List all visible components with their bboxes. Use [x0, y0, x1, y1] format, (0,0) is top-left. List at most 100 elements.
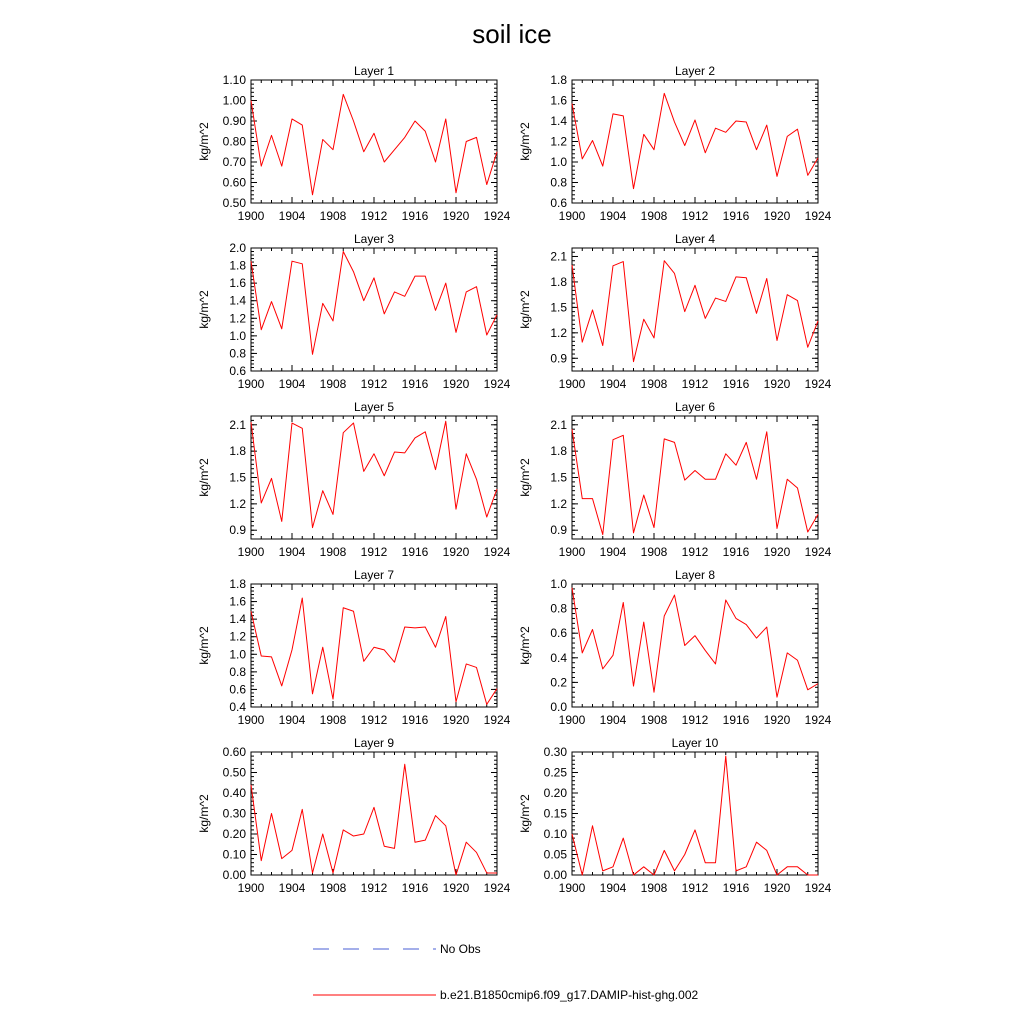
y-tick-label: 1.4 [229, 294, 246, 308]
x-tick-label: 1924 [484, 209, 511, 223]
y-tick-label: 0.25 [544, 766, 568, 780]
y-tick-label: 0.05 [544, 848, 568, 862]
x-tick-label: 1908 [641, 881, 668, 895]
x-tick-label: 1908 [320, 377, 347, 391]
y-tick-label: 0.70 [223, 155, 247, 169]
x-tick-label: 1900 [559, 377, 586, 391]
series-line-model [250, 763, 497, 876]
x-tick-label: 1924 [805, 881, 832, 895]
y-tick-label: 1.0 [229, 329, 246, 343]
x-tick-label: 1924 [484, 377, 511, 391]
y-tick-label: 0.0 [550, 700, 567, 714]
y-tick-label: 0.20 [544, 786, 568, 800]
x-tick-label: 1900 [559, 209, 586, 223]
y-tick-label: 0.15 [544, 807, 568, 821]
y-tick-label: 1.10 [223, 73, 247, 87]
plot-frame [571, 583, 819, 708]
panel-layer-1: Layer 1 kg/m^2 0.50 0.60 0.70 0.80 0.90 1.00 1.1… [197, 64, 511, 223]
y-tick-label: 0.8 [229, 346, 246, 360]
x-tick-label: 1900 [238, 881, 265, 895]
y-tick-label: 0.10 [223, 848, 247, 862]
y-tick-label: 0.10 [544, 827, 568, 841]
y-tick-label: 0.90 [223, 114, 247, 128]
panel-title: Layer 4 [675, 232, 715, 246]
y-tick-label: 1.6 [229, 276, 246, 290]
x-tick-label: 1904 [279, 713, 306, 727]
y-tick-label: 0.6 [229, 364, 246, 378]
y-tick-label: 0.8 [550, 176, 567, 190]
y-axis-label: kg/m^2 [518, 122, 532, 161]
y-tick-label: 1.8 [550, 275, 567, 289]
panel-title: Layer 5 [354, 400, 394, 414]
y-tick-label: 0.30 [223, 807, 247, 821]
panel-layer-4: Layer 4 kg/m^2 0.9 1.2 1.5 1.8 2.1 1900 1904 1908… [518, 232, 832, 391]
plot-frame [250, 415, 498, 540]
y-tick-label: 1.2 [550, 135, 567, 149]
x-tick-label: 1904 [279, 545, 306, 559]
plot-frame [250, 751, 498, 876]
x-tick-label: 1916 [402, 377, 429, 391]
x-tick-label: 1924 [805, 713, 832, 727]
x-tick-label: 1924 [484, 545, 511, 559]
y-tick-label: 1.5 [550, 471, 567, 485]
y-axis-label: kg/m^2 [518, 626, 532, 665]
x-tick-label: 1920 [764, 545, 791, 559]
y-axis-label: kg/m^2 [197, 626, 211, 665]
x-tick-label: 1904 [600, 713, 627, 727]
y-tick-label: 0.2 [550, 675, 567, 689]
y-axis-label: kg/m^2 [197, 122, 211, 161]
y-tick-label: 1.5 [550, 300, 567, 314]
y-tick-label: 0.9 [550, 351, 567, 365]
x-tick-label: 1920 [443, 713, 470, 727]
y-tick-label: 2.1 [229, 418, 246, 432]
x-tick-label: 1920 [443, 545, 470, 559]
x-tick-label: 1924 [805, 377, 832, 391]
series-line-model [571, 92, 819, 190]
plot-frame [571, 79, 819, 204]
y-tick-label: 1.4 [550, 114, 567, 128]
x-tick-label: 1916 [723, 713, 750, 727]
y-tick-label: 0.80 [223, 135, 247, 149]
panel-title: Layer 10 [672, 736, 719, 750]
y-axis-label: kg/m^2 [518, 458, 532, 497]
y-tick-label: 0.00 [544, 868, 568, 882]
y-tick-label: 1.8 [550, 444, 567, 458]
y-axis-label: kg/m^2 [518, 290, 532, 329]
panel-title: Layer 7 [354, 568, 394, 582]
series-line-model [250, 251, 498, 355]
y-tick-label: 0.9 [229, 523, 246, 537]
y-tick-label: 1.6 [229, 595, 246, 609]
x-tick-label: 1916 [723, 209, 750, 223]
panel-layer-7: Layer 7 kg/m^2 0.4 0.6 0.8 1.0 1.2 1.4 1.6 1.8 190… [197, 568, 511, 727]
y-axis-label: kg/m^2 [197, 794, 211, 833]
y-tick-label: 1.2 [229, 311, 246, 325]
y-tick-label: 0.4 [229, 700, 246, 714]
x-tick-label: 1912 [682, 713, 709, 727]
plot-frame [571, 247, 819, 372]
x-tick-label: 1908 [320, 209, 347, 223]
series-line-model [571, 260, 819, 363]
y-tick-label: 1.4 [229, 612, 246, 626]
x-tick-label: 1916 [402, 881, 429, 895]
y-tick-label: 0.8 [550, 602, 567, 616]
series-line-model [250, 420, 498, 529]
y-tick-label: 0.40 [223, 786, 247, 800]
y-tick-label: 1.8 [229, 259, 246, 273]
x-tick-label: 1900 [559, 545, 586, 559]
x-tick-label: 1900 [238, 545, 265, 559]
y-tick-label: 1.0 [550, 155, 567, 169]
y-tick-label: 0.60 [223, 176, 247, 190]
y-tick-label: 1.2 [550, 497, 567, 511]
y-tick-label: 1.8 [550, 73, 567, 87]
x-tick-label: 1912 [682, 377, 709, 391]
panel-title: Layer 2 [675, 64, 715, 78]
series-line-model [571, 429, 819, 536]
y-tick-label: 2.1 [550, 249, 567, 263]
legend-label-no-obs: No Obs [440, 942, 481, 956]
y-tick-label: 1.0 [550, 577, 567, 591]
y-tick-label: 0.6 [550, 196, 567, 210]
x-tick-label: 1904 [600, 209, 627, 223]
y-axis-label: kg/m^2 [197, 290, 211, 329]
x-tick-label: 1904 [600, 881, 627, 895]
y-tick-label: 1.5 [229, 471, 246, 485]
